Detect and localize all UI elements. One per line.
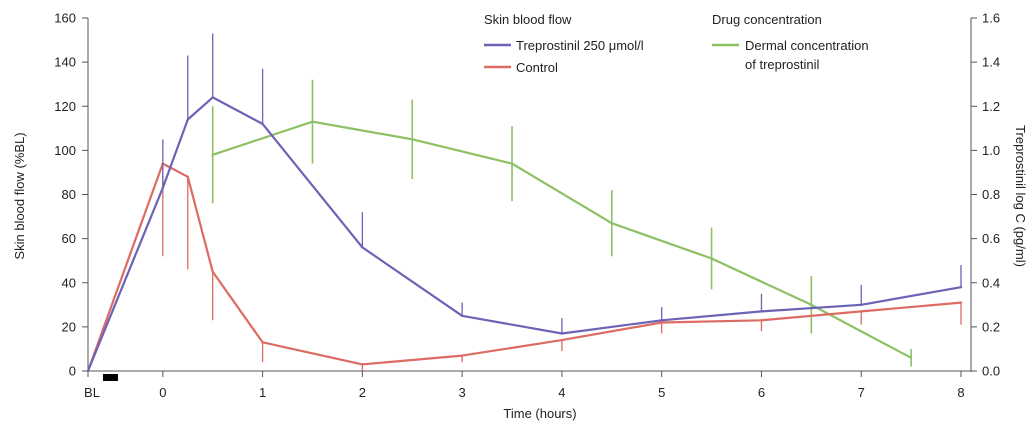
- x-tick-label-4: 4: [558, 385, 565, 400]
- legend-label-treprostinil: Treprostinil 250 μmol/l: [516, 38, 644, 53]
- right-y-axis-title: Treprostinil log C (pg/ml): [1013, 125, 1028, 267]
- right-tick-label-1.2: 1.2: [982, 99, 1000, 114]
- data-point: [610, 221, 613, 225]
- data-point: [86, 369, 90, 373]
- data-point: [186, 118, 189, 121]
- data-point: [760, 319, 763, 322]
- data-point: [211, 96, 214, 99]
- data-point: [361, 363, 364, 366]
- data-point: [161, 186, 165, 190]
- legend-label-dermal-line-2: of treprostinil: [745, 57, 820, 72]
- x-tick-label-0: 0: [159, 385, 166, 400]
- x-axis-title: Time (hours): [503, 406, 576, 421]
- left-tick-label-40: 40: [62, 275, 76, 290]
- right-tick-label-1.0: 1.0: [982, 143, 1000, 158]
- data-point: [909, 356, 913, 359]
- series-layer: [86, 33, 963, 373]
- x-tick-label-1: 1: [259, 385, 266, 400]
- right-tick-label-0.8: 0.8: [982, 187, 1000, 202]
- x-tick-label-8: 8: [957, 385, 964, 400]
- right-tick-label-0.0: 0.0: [982, 364, 1000, 379]
- data-point: [710, 257, 713, 260]
- left-tick-label-160: 160: [54, 11, 76, 26]
- right-ticks: 0.0 0.2 0.4 0.6 0.8 1.0 1.2 1.4 1.6: [971, 11, 1000, 379]
- legend: Skin blood flow Treprostinil 250 μmol/l …: [484, 12, 872, 75]
- legend-group-title-skin-blood-flow: Skin blood flow: [484, 12, 572, 27]
- right-tick-label-0.6: 0.6: [982, 231, 1000, 246]
- data-point: [560, 338, 564, 342]
- x-tick-label-7: 7: [858, 385, 865, 400]
- series-treprostinil-250-mol-l: [86, 33, 963, 373]
- right-tick-label-0.4: 0.4: [982, 275, 1000, 290]
- data-point: [361, 246, 364, 249]
- right-tick-label-0.2: 0.2: [982, 319, 1000, 334]
- data-point: [959, 301, 963, 304]
- x-tick-label-5: 5: [658, 385, 665, 400]
- left-y-axis-title: Skin blood flow (%BL): [12, 132, 27, 259]
- x-tick-label-6: 6: [758, 385, 765, 400]
- data-point: [211, 153, 214, 156]
- data-point: [959, 285, 963, 289]
- data-point: [860, 310, 863, 313]
- legend-label-dermal-line-1: Dermal concentration: [745, 38, 869, 53]
- baseline-bar-group: [102, 374, 118, 381]
- left-tick-label-140: 140: [54, 55, 76, 70]
- data-point: [261, 341, 264, 344]
- left-tick-label-0: 0: [69, 364, 76, 379]
- legend-group-title-drug-concentration: Drug concentration: [712, 12, 822, 27]
- legend-label-dermal-concentration: Dermal concentration of treprostinil: [745, 38, 872, 72]
- data-point: [510, 162, 514, 165]
- left-tick-label-120: 120: [54, 99, 76, 114]
- left-ticks: 0 20 40 60 80 100 120 140 160: [54, 11, 88, 379]
- data-point: [460, 354, 464, 357]
- series-line-control: [86, 162, 962, 372]
- x-tick-label-bl: BL: [84, 385, 100, 400]
- x-tick-label-2: 2: [359, 385, 366, 400]
- data-point: [660, 321, 663, 324]
- x-ticks: BL 0 1 2 3 4 5 6 7 8: [84, 371, 965, 400]
- data-point: [860, 303, 863, 307]
- baseline-bar: [102, 374, 118, 381]
- left-tick-label-80: 80: [62, 187, 76, 202]
- data-point: [411, 138, 414, 141]
- data-point: [460, 314, 464, 318]
- series-dermal-concentration-of-treprostinil: [211, 79, 913, 367]
- legend-label-control: Control: [516, 60, 558, 75]
- series-line-dermal-concentration-of-treprostinil: [212, 120, 912, 359]
- data-point: [560, 332, 564, 335]
- data-point: [211, 270, 214, 273]
- x-tick-label-3: 3: [459, 385, 466, 400]
- series-line-treprostinil-250-mol-l: [86, 96, 962, 372]
- data-point: [810, 303, 813, 307]
- data-point: [311, 120, 314, 123]
- data-point: [760, 310, 763, 313]
- series-control: [86, 162, 963, 373]
- right-tick-label-1.6: 1.6: [982, 11, 1000, 26]
- data-point: [660, 319, 663, 322]
- left-tick-label-100: 100: [54, 143, 76, 158]
- data-point: [186, 175, 189, 179]
- data-point: [261, 122, 264, 126]
- right-tick-label-1.4: 1.4: [982, 55, 1000, 70]
- left-tick-label-60: 60: [62, 231, 76, 246]
- left-tick-label-20: 20: [62, 319, 76, 334]
